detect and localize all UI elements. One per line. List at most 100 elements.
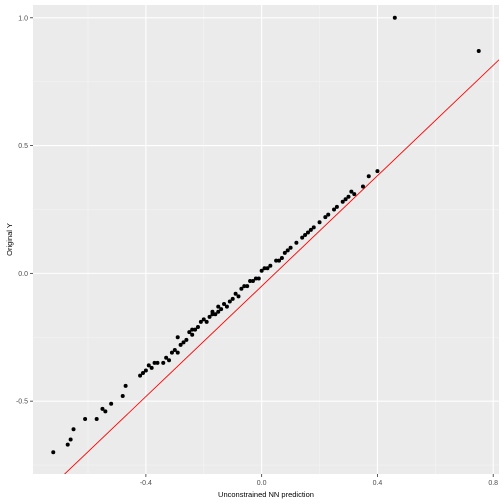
data-point bbox=[308, 227, 313, 232]
data-point bbox=[187, 330, 192, 335]
data-point bbox=[216, 309, 221, 314]
data-point bbox=[184, 337, 189, 342]
data-point bbox=[201, 317, 206, 322]
data-point bbox=[210, 309, 215, 314]
x-tick-label: -0.4 bbox=[140, 480, 152, 487]
data-point bbox=[155, 360, 160, 365]
y-axis-ticks: -0.5 0.0 0.5 1.0 bbox=[16, 15, 33, 406]
x-tick-label: 0.0 bbox=[257, 480, 267, 487]
data-point bbox=[71, 427, 76, 432]
y-tick-label: 1.0 bbox=[18, 15, 28, 22]
data-point bbox=[164, 355, 169, 360]
data-point bbox=[219, 307, 224, 312]
data-point bbox=[343, 197, 348, 202]
data-point bbox=[94, 417, 99, 422]
major-gridlines bbox=[33, 5, 499, 474]
data-point bbox=[195, 325, 200, 330]
data-point bbox=[230, 296, 235, 301]
data-point bbox=[277, 258, 282, 263]
data-point bbox=[190, 332, 195, 337]
data-point bbox=[239, 286, 244, 291]
data-point bbox=[332, 207, 337, 212]
data-point bbox=[265, 266, 270, 271]
y-tick-label: 0.0 bbox=[18, 271, 28, 278]
data-point bbox=[303, 233, 308, 238]
y-axis-title: Original Y bbox=[5, 223, 14, 256]
data-point bbox=[207, 314, 212, 319]
x-axis-title: Unconstrained NN prediction bbox=[218, 490, 314, 499]
data-point bbox=[198, 319, 203, 324]
data-point bbox=[236, 294, 241, 299]
data-point bbox=[51, 450, 56, 455]
data-point bbox=[167, 358, 172, 363]
data-point bbox=[352, 192, 357, 197]
y-tick-label: 0.5 bbox=[18, 143, 28, 150]
data-point bbox=[161, 360, 166, 365]
data-point bbox=[340, 199, 345, 204]
data-point bbox=[222, 302, 227, 307]
data-point bbox=[349, 189, 354, 194]
data-point bbox=[190, 327, 195, 332]
data-point bbox=[213, 312, 218, 317]
data-point bbox=[152, 360, 157, 365]
data-point bbox=[172, 348, 177, 353]
data-point bbox=[392, 15, 397, 20]
data-point bbox=[242, 284, 247, 289]
data-point bbox=[305, 230, 310, 235]
data-point bbox=[317, 220, 322, 225]
data-point bbox=[294, 240, 299, 245]
data-point bbox=[323, 215, 328, 220]
data-point bbox=[193, 327, 198, 332]
data-point bbox=[181, 340, 186, 345]
data-point bbox=[311, 225, 316, 230]
data-point bbox=[233, 291, 238, 296]
data-point bbox=[279, 256, 284, 261]
data-point bbox=[300, 235, 305, 240]
data-point bbox=[100, 406, 105, 411]
data-point bbox=[262, 266, 267, 271]
data-point bbox=[326, 212, 331, 217]
data-point bbox=[109, 401, 114, 406]
data-point bbox=[123, 383, 128, 388]
x-axis-ticks: -0.4 0.0 0.4 0.8 bbox=[140, 474, 498, 487]
data-point bbox=[256, 276, 261, 281]
data-point bbox=[175, 335, 180, 340]
data-point bbox=[103, 409, 108, 414]
data-point bbox=[149, 365, 154, 370]
data-point bbox=[204, 319, 209, 324]
data-point bbox=[83, 417, 88, 422]
data-point bbox=[140, 371, 145, 376]
data-point bbox=[375, 169, 380, 174]
data-point bbox=[146, 363, 151, 368]
data-point bbox=[175, 350, 180, 355]
reference-line-group bbox=[64, 59, 499, 474]
data-point bbox=[169, 350, 174, 355]
minor-gridlines bbox=[33, 5, 499, 474]
data-point bbox=[138, 373, 143, 378]
reference-line bbox=[64, 59, 499, 474]
data-point bbox=[274, 258, 279, 263]
data-point bbox=[248, 279, 253, 284]
data-point bbox=[68, 437, 73, 442]
y-tick-label: -0.5 bbox=[16, 399, 28, 406]
data-point bbox=[227, 299, 232, 304]
data-point bbox=[216, 304, 221, 309]
data-point bbox=[143, 368, 148, 373]
data-point bbox=[360, 184, 365, 189]
plot-panel bbox=[33, 5, 499, 474]
data-point bbox=[259, 268, 264, 273]
data-point bbox=[245, 284, 250, 289]
data-points bbox=[51, 15, 481, 455]
data-point bbox=[250, 279, 255, 284]
data-point bbox=[65, 442, 70, 447]
data-point bbox=[178, 342, 183, 347]
x-tick-label: 0.4 bbox=[373, 480, 383, 487]
data-point bbox=[224, 304, 229, 309]
data-point bbox=[253, 276, 258, 281]
data-point bbox=[268, 263, 273, 268]
data-point bbox=[346, 194, 351, 199]
data-point bbox=[476, 49, 481, 54]
data-point bbox=[288, 245, 293, 250]
data-point bbox=[285, 248, 290, 253]
